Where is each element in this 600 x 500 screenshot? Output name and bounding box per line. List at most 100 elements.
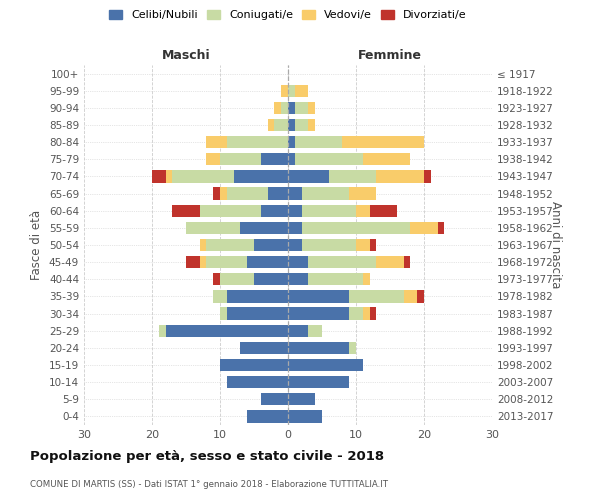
Bar [410,222,437,234]
Bar [302,188,349,200]
Bar [152,170,166,182]
Bar [370,204,397,217]
Bar [227,136,288,148]
Bar [213,290,227,302]
Bar [227,308,288,320]
Bar [308,324,322,337]
Bar [268,119,274,131]
Bar [254,273,288,285]
Bar [227,290,288,302]
Bar [302,239,356,251]
Bar [268,188,288,200]
Bar [356,204,370,217]
Bar [302,204,356,217]
Bar [288,153,295,166]
Bar [356,239,370,251]
Bar [424,170,431,182]
Bar [220,153,261,166]
Bar [329,170,376,182]
Bar [288,376,349,388]
Bar [288,204,302,217]
Bar [241,222,288,234]
Bar [200,256,206,268]
Text: Popolazione per età, sesso e stato civile - 2018: Popolazione per età, sesso e stato civil… [30,450,384,463]
Bar [288,119,295,131]
Bar [288,342,349,354]
Bar [376,170,424,182]
Bar [241,342,288,354]
Bar [363,308,370,320]
Bar [220,188,227,200]
Bar [288,84,295,97]
Bar [404,290,417,302]
Bar [233,170,288,182]
Bar [295,102,308,114]
Bar [274,102,281,114]
Bar [288,410,322,422]
Bar [417,290,424,302]
Bar [295,119,308,131]
Bar [220,308,227,320]
Bar [186,222,241,234]
Bar [261,153,288,166]
Bar [343,136,424,148]
Bar [288,308,349,320]
Bar [227,188,268,200]
Bar [404,256,410,268]
Bar [261,204,288,217]
Bar [281,102,288,114]
Bar [200,239,206,251]
Bar [288,170,329,182]
Bar [308,102,315,114]
Bar [288,239,302,251]
Bar [288,393,315,406]
Bar [220,359,288,371]
Bar [247,256,288,268]
Bar [220,273,254,285]
Bar [295,153,363,166]
Text: Femmine: Femmine [358,50,422,62]
Bar [349,308,363,320]
Bar [363,273,370,285]
Bar [281,84,288,97]
Y-axis label: Anni di nascita: Anni di nascita [549,202,562,288]
Bar [213,188,220,200]
Bar [370,239,376,251]
Bar [288,136,295,148]
Legend: Celibi/Nubili, Coniugati/e, Vedovi/e, Divorziati/e: Celibi/Nubili, Coniugati/e, Vedovi/e, Di… [105,6,471,25]
Bar [213,273,220,285]
Bar [166,170,172,182]
Bar [254,239,288,251]
Bar [288,273,308,285]
Y-axis label: Fasce di età: Fasce di età [31,210,43,280]
Bar [308,119,315,131]
Bar [295,84,308,97]
Bar [288,290,349,302]
Text: Maschi: Maschi [161,50,211,62]
Bar [308,256,376,268]
Bar [288,324,308,337]
Bar [295,136,343,148]
Bar [349,290,404,302]
Bar [261,393,288,406]
Bar [206,239,254,251]
Text: COMUNE DI MARTIS (SS) - Dati ISTAT 1° gennaio 2018 - Elaborazione TUTTITALIA.IT: COMUNE DI MARTIS (SS) - Dati ISTAT 1° ge… [30,480,388,489]
Bar [308,273,363,285]
Bar [349,342,356,354]
Bar [274,119,288,131]
Bar [206,153,220,166]
Bar [288,188,302,200]
Bar [227,376,288,388]
Bar [172,204,200,217]
Bar [186,256,200,268]
Bar [370,308,376,320]
Bar [247,410,288,422]
Bar [166,324,288,337]
Bar [206,256,247,268]
Bar [288,359,363,371]
Bar [206,136,227,148]
Bar [159,324,166,337]
Bar [376,256,404,268]
Bar [288,256,308,268]
Bar [302,222,410,234]
